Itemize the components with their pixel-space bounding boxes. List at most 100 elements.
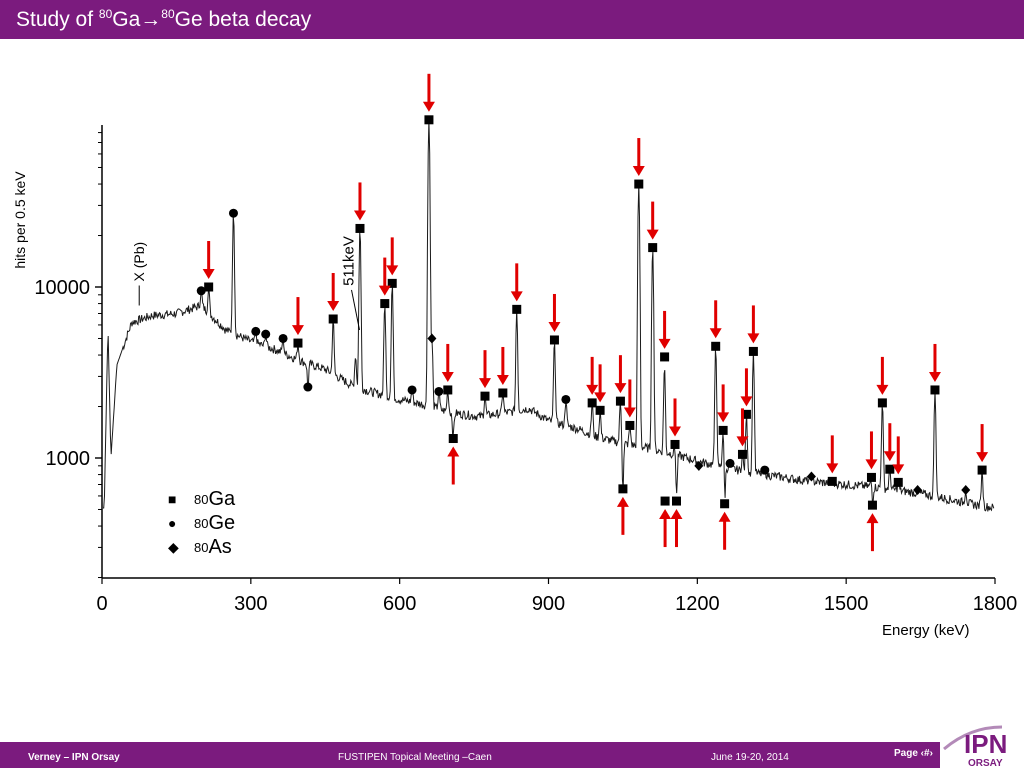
- ga-peak-marker: [595, 405, 605, 415]
- ga-peak-marker: [549, 335, 559, 345]
- ge-peak-marker: [261, 329, 271, 339]
- up-arrow-head: [670, 509, 683, 520]
- ga-peak-marker: [424, 115, 434, 125]
- ge-peak-marker: [228, 208, 238, 218]
- down-arrow-head: [353, 210, 366, 221]
- legend-mass: 80: [194, 491, 209, 507]
- down-arrow-head: [441, 371, 454, 382]
- svg-text:ORSAY: ORSAY: [968, 758, 1003, 768]
- ge-peak-marker: [725, 458, 735, 468]
- ge-peak-marker: [196, 286, 206, 296]
- ga-peak-marker: [615, 396, 625, 406]
- footer-author: Verney – IPN Orsay: [28, 752, 120, 763]
- down-arrow-head: [826, 463, 839, 474]
- ga-peak-marker: [827, 476, 837, 486]
- up-arrow-head: [616, 496, 629, 507]
- title-prefix: Study of: [16, 8, 99, 31]
- ga-peak-marker: [625, 420, 635, 430]
- ga-peak-marker: [660, 496, 670, 506]
- down-arrow-head: [594, 392, 607, 403]
- footer-date: June 19-20, 2014: [711, 752, 789, 763]
- 511-pointer: [351, 289, 361, 331]
- spectrum: [103, 119, 995, 512]
- ga-peak-marker: [877, 398, 887, 408]
- ga-peak-marker: [720, 499, 730, 509]
- x-tick-label: 1500: [824, 593, 869, 615]
- ga-peak-marker: [671, 496, 681, 506]
- ga-peak-marker: [718, 425, 728, 435]
- ga-peak-marker: [498, 388, 508, 398]
- down-arrow-head: [623, 407, 636, 418]
- x-tick-label: 300: [234, 593, 267, 615]
- axes: 0 300 600 900 1200 1500 1800 1000 10000: [34, 125, 1017, 615]
- up-arrow-head: [659, 509, 672, 520]
- ga-peak-marker: [885, 464, 895, 474]
- legend-item-ga: ■ 80 Ga: [168, 487, 235, 511]
- ipn-orsay-logo: IPN ORSAY: [940, 715, 1024, 768]
- as-peak-marker: [961, 484, 971, 495]
- title-parent-element: Ga→: [112, 8, 162, 31]
- down-arrow-head: [717, 412, 730, 423]
- ga-peak-marker: [930, 385, 940, 395]
- down-arrow-head: [202, 269, 215, 279]
- title-mass-number: 80: [161, 7, 175, 21]
- ge-peak-marker: [278, 333, 288, 343]
- down-arrow-head: [976, 452, 989, 463]
- footer-event: FUSTIPEN Topical Meeting –Caen: [338, 752, 492, 763]
- ge-peak-marker: [561, 394, 571, 404]
- ga-peak-marker: [711, 341, 721, 351]
- down-arrow-head: [669, 426, 682, 437]
- down-arrow-head: [496, 374, 509, 385]
- ga-peak-marker: [328, 314, 338, 324]
- up-arrow-head: [718, 511, 731, 522]
- ge-peak-marker: [303, 382, 313, 392]
- slide-title: Study of 80Ga→80Ge beta decay: [16, 7, 311, 32]
- ga-peak-marker: [480, 391, 490, 401]
- down-arrow-head: [736, 436, 749, 447]
- spectrum-line: [103, 119, 995, 512]
- down-arrow-head: [876, 384, 889, 395]
- down-arrow-head: [478, 378, 491, 389]
- ga-peak-marker: [660, 352, 670, 362]
- down-arrow-head: [291, 325, 304, 336]
- isotope-markers: [196, 115, 987, 510]
- ga-peak-marker: [443, 385, 453, 395]
- x-tick-label: 600: [383, 593, 416, 615]
- as-peak-marker: [913, 484, 923, 495]
- x-tick-label: 1800: [973, 593, 1018, 615]
- diamond-marker-icon: ◆: [168, 538, 179, 555]
- up-arrow-head: [447, 446, 460, 457]
- legend-item-ge: ● 80 Ge: [168, 511, 235, 535]
- ga-peak-marker: [741, 409, 751, 419]
- title-mass-number: 80: [98, 7, 113, 21]
- ge-peak-marker: [251, 326, 261, 336]
- ge-peak-marker: [760, 465, 770, 475]
- as-peak-marker: [694, 460, 704, 471]
- legend-mass: 80: [194, 539, 209, 555]
- ga-peak-marker: [670, 439, 680, 449]
- down-arrow-head: [378, 285, 391, 296]
- footer-page-number: Page ‹#›: [894, 748, 933, 759]
- ga-peak-marker: [648, 243, 658, 253]
- ga-peak-marker: [387, 278, 397, 288]
- svg-text:IPN: IPN: [964, 729, 1007, 759]
- down-arrow-head: [614, 383, 627, 394]
- down-arrow-head: [646, 229, 659, 240]
- ga-peak-marker: [380, 299, 390, 309]
- as-peak-marker: [427, 333, 437, 344]
- y-tick-label: 1000: [46, 448, 91, 470]
- ga-peak-marker: [618, 484, 628, 494]
- down-arrow-head: [740, 396, 753, 407]
- down-arrow-head: [892, 464, 905, 475]
- down-arrow-head: [327, 300, 340, 311]
- ga-peak-marker: [737, 449, 747, 459]
- ge-peak-marker: [434, 386, 444, 396]
- up-arrow-head: [866, 513, 879, 524]
- down-arrow-head: [386, 265, 399, 276]
- as-peak-marker: [806, 471, 816, 482]
- legend-element: Ga: [208, 487, 236, 510]
- y-axis-label-text: hits per 0.5 keV: [12, 171, 28, 269]
- down-arrow-head: [865, 459, 878, 470]
- down-arrow-head: [709, 328, 722, 339]
- ga-peak-marker: [448, 434, 458, 444]
